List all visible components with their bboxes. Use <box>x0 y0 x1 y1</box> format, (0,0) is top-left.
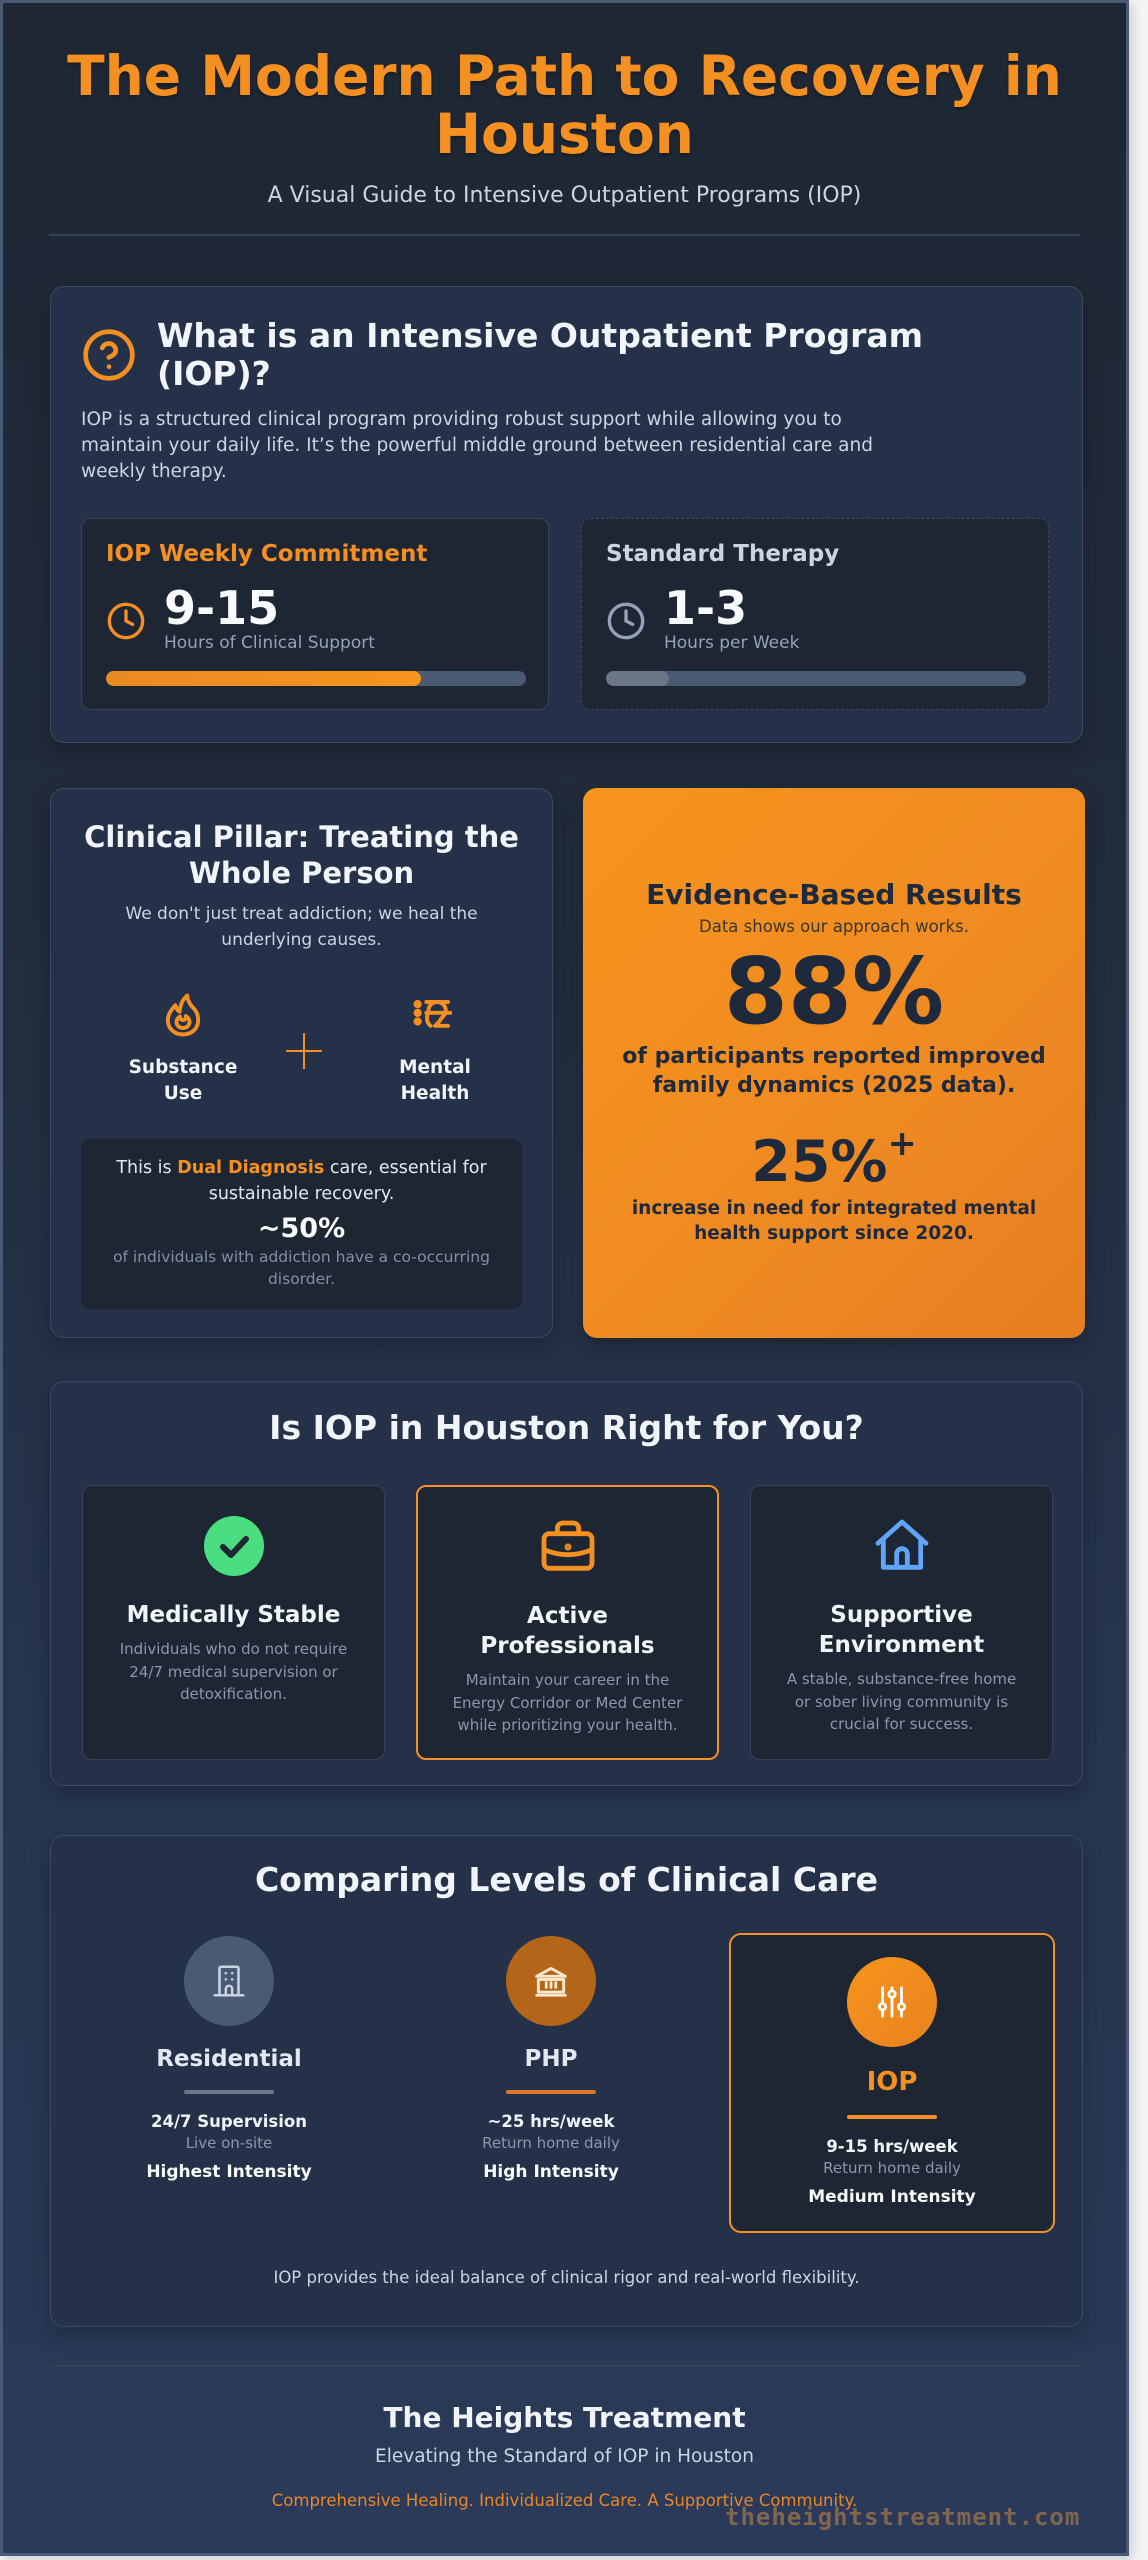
fit-card-medically-stable: Medically Stable Individuals who do not … <box>82 1485 385 1760</box>
card-title: IOP Weekly Commitment <box>106 541 428 567</box>
dual-diagnosis-stat: ~50% <box>257 1213 346 1244</box>
section-subtitle: We don't just treat addiction; we heal t… <box>125 904 478 950</box>
clinical-pillar-section: Clinical Pillar: Treating the Whole Pers… <box>50 788 553 1338</box>
footer-divider <box>49 2365 1080 2367</box>
stat-secondary-number: 25% <box>751 1129 888 1195</box>
website-watermark: theheightstreatment.com <box>725 2503 1081 2531</box>
what-is-iop-section: What is an Intensive Outpatient Program … <box>50 286 1083 743</box>
level-hours: 9-15 hrs/week <box>826 2137 958 2156</box>
card-description: Maintain your career in the Energy Corri… <box>452 1671 683 1734</box>
level-php: PHP ~25 hrs/week Return home daily High … <box>389 1936 713 2236</box>
progress-fill <box>106 671 421 686</box>
briefcase-icon <box>541 1520 594 1571</box>
levels-footnote: IOP provides the ideal balance of clinic… <box>273 2268 860 2287</box>
stat-primary-desc: of participants reported improved family… <box>622 1044 1046 1098</box>
level-divider <box>506 2090 596 2094</box>
building-icon <box>213 1965 245 1997</box>
clock-icon <box>107 602 145 640</box>
level-hours: ~25 hrs/week <box>487 2112 615 2131</box>
dual-diagnosis-stat-desc: of individuals with addiction have a co-… <box>113 1248 490 1288</box>
dual-diagnosis-highlight: Dual Diagnosis <box>177 1158 325 1178</box>
pillar-substance-use: Substance Use <box>113 989 253 1107</box>
hours-value: 1-3 <box>664 581 748 635</box>
card-title: Standard Therapy <box>606 541 840 567</box>
dual-diagnosis-box: This is Dual Diagnosis care, essential f… <box>81 1139 522 1309</box>
dual-diagnosis-text: This is Dual Diagnosis care, essential f… <box>81 1155 522 1207</box>
level-name: PHP <box>524 2046 578 2072</box>
level-icon-badge <box>184 1936 274 2026</box>
pillar-label: Substance Use <box>128 1057 238 1104</box>
level-icon-badge <box>847 1957 937 2047</box>
level-subtext: Return home daily <box>482 2134 620 2152</box>
level-intensity: High Intensity <box>483 2162 619 2182</box>
text-after: care, essential for sustainable recovery… <box>208 1158 487 1204</box>
home-icon <box>875 1519 928 1570</box>
card-description: A stable, substance-free home or sober l… <box>786 1670 1017 1733</box>
section-heading: What is an Intensive Outpatient Program … <box>81 317 1007 393</box>
stat-secondary-desc: increase in need for integrated mental h… <box>631 1198 1037 1244</box>
stat-primary-value: 88% <box>723 938 945 1045</box>
text-before: This is <box>116 1158 178 1178</box>
progress-bar <box>606 671 1026 686</box>
page-title: The Modern Path to Recovery in Houston <box>67 44 1062 166</box>
iop-commitment-card: IOP Weekly Commitment 9-15 Hours of Clin… <box>81 518 549 710</box>
brand-slogan: Comprehensive Healing. Individualized Ca… <box>271 2491 858 2510</box>
page-subtitle: A Visual Guide to Intensive Outpatient P… <box>267 183 862 208</box>
standard-therapy-card: Standard Therapy 1-3 Hours per Week <box>581 518 1049 710</box>
level-subtext: Live on-site <box>185 2134 273 2152</box>
level-divider <box>184 2090 274 2094</box>
brand-name: The Heights Treatment <box>383 2401 746 2434</box>
level-intensity: Highest Intensity <box>146 2162 312 2182</box>
card-title: Supportive Environment <box>818 1602 985 1658</box>
section-title: Evidence-Based Results <box>646 878 1022 911</box>
level-hours: 24/7 Supervision <box>151 2112 307 2131</box>
stat-secondary-suffix: + <box>887 1124 917 1164</box>
stat-secondary-value: 25%+ <box>583 1114 1085 1192</box>
sliders-icon <box>877 1986 907 2018</box>
level-subtext: Return home daily <box>823 2159 961 2177</box>
card-title: Active Professionals <box>480 1603 655 1659</box>
clock-icon <box>607 602 645 640</box>
header-divider <box>49 234 1080 236</box>
check-circle-icon <box>203 1516 264 1576</box>
card-title: Medically Stable <box>126 1602 341 1628</box>
question-circle-icon <box>83 329 135 381</box>
section-title: Clinical Pillar: Treating the Whole Pers… <box>84 820 519 890</box>
hours-value: 9-15 <box>164 581 280 635</box>
section-description: IOP is a structured clinical program pro… <box>81 409 873 482</box>
pillars-row: Substance Use Mental Health <box>51 989 552 1129</box>
hours-label: Hours of Clinical Support <box>164 633 375 653</box>
progress-fill <box>606 671 669 686</box>
levels-of-care-section: Comparing Levels of Clinical Care Reside… <box>50 1835 1083 2327</box>
fit-card-supportive-environment: Supportive Environment A stable, substan… <box>750 1485 1053 1760</box>
hours-label: Hours per Week <box>664 633 800 653</box>
plus-icon <box>286 1033 322 1069</box>
fit-card-active-professionals: Active Professionals Maintain your caree… <box>416 1485 719 1760</box>
section-title: What is an Intensive Outpatient Program … <box>157 316 923 393</box>
evidence-results-section: Evidence-Based Results Data shows our ap… <box>583 788 1085 1338</box>
pillar-mental-health: Mental Health <box>365 989 505 1107</box>
right-for-you-section: Is IOP in Houston Right for You? Medical… <box>50 1381 1083 1786</box>
level-divider <box>847 2115 937 2119</box>
brain-icon <box>413 1000 453 1028</box>
pillar-label: Mental Health <box>399 1057 471 1104</box>
level-residential: Residential 24/7 Supervision Live on-sit… <box>67 1936 391 2236</box>
section-title: Is IOP in Houston Right for You? <box>269 1408 864 1447</box>
level-intensity: Medium Intensity <box>808 2187 976 2207</box>
progress-bar <box>106 671 526 686</box>
level-name: IOP <box>866 2067 918 2097</box>
section-subtitle: Data shows our approach works. <box>699 917 969 936</box>
level-icon-badge <box>506 1936 596 2026</box>
brand-tagline: Elevating the Standard of IOP in Houston <box>375 2446 754 2467</box>
level-iop: IOP 9-15 hrs/week Return home daily Medi… <box>729 1933 1055 2233</box>
footer: The Heights Treatment Elevating the Stan… <box>3 2401 1126 2510</box>
card-description: Individuals who do not require 24/7 medi… <box>119 1640 348 1703</box>
flame-icon <box>165 993 201 1037</box>
hospital-icon <box>535 1966 567 1997</box>
section-title: Comparing Levels of Clinical Care <box>254 1860 879 1899</box>
level-name: Residential <box>156 2046 302 2072</box>
header: The Modern Path to Recovery in Houston A… <box>3 3 1126 208</box>
